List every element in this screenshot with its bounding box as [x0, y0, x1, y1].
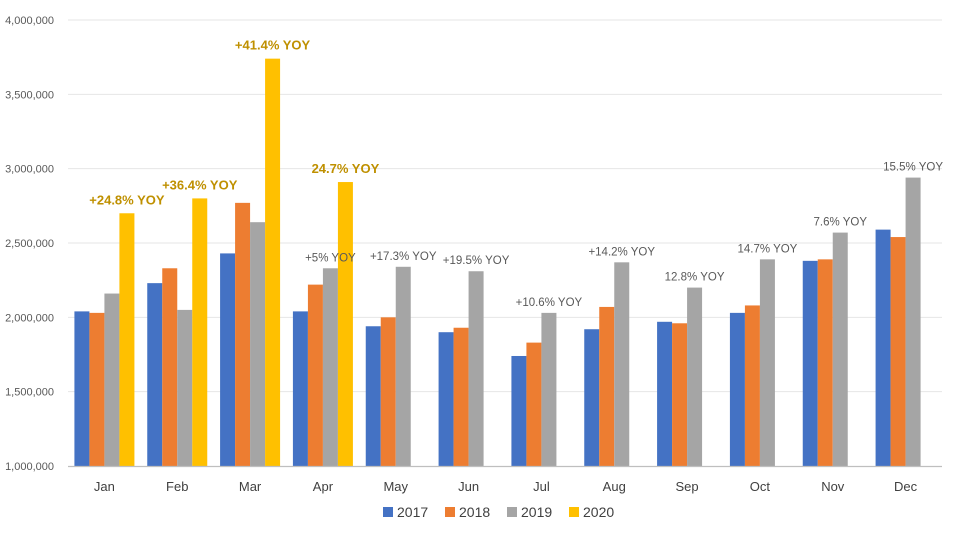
- y-tick-label: 4,000,000: [5, 15, 54, 27]
- y-tick-label: 2,000,000: [5, 312, 54, 324]
- bar-2018-nov: [817, 259, 833, 466]
- bar-2017-jul: [511, 355, 527, 466]
- x-tick-label: Feb: [166, 479, 188, 494]
- x-tick-label: May: [383, 479, 408, 494]
- bar-2019-may: [395, 266, 411, 466]
- legend: 2017 2018 2019 2020: [383, 504, 614, 520]
- data-label-aug: +14.2% YOY: [588, 246, 655, 258]
- data-label-nov: 7.6% YOY: [814, 217, 868, 229]
- bar-2018-dec: [890, 237, 906, 466]
- y-tick-label: 3,500,000: [5, 89, 54, 101]
- y-tick-label: 1,000,000: [5, 461, 54, 473]
- x-tick-label: Apr: [313, 479, 334, 494]
- bar-2019-nov: [832, 232, 848, 466]
- bar-2017-dec: [875, 229, 891, 466]
- legend-swatch-2020: [569, 507, 579, 517]
- bar-2019-aug: [614, 262, 630, 466]
- x-tick-label: Oct: [750, 479, 771, 494]
- x-tick-label: Dec: [894, 479, 918, 494]
- data-label-jul: +10.6% YOY: [516, 297, 583, 309]
- x-tick-label: Jul: [533, 479, 550, 494]
- bar-2018-aug: [599, 306, 615, 466]
- y-axis-ticks: 1,000,000 1,500,000 2,000,000 2,500,000 3,00…: [5, 15, 54, 473]
- bar-2019-jan: [104, 293, 120, 466]
- bar-2018-sep: [672, 323, 688, 466]
- data-label-apr: +5% YOY: [305, 252, 356, 264]
- bar-2019-jun: [468, 271, 484, 466]
- bar-2020-feb: [192, 198, 208, 466]
- y-tick-label: 3,000,000: [5, 164, 54, 176]
- data-label-dec: 15.5% YOY: [883, 162, 943, 174]
- bar-2019-jul: [541, 312, 557, 466]
- bar-2019-dec: [905, 177, 921, 466]
- legend-label-2019: 2019: [521, 504, 552, 520]
- x-axis-labels: Jan Feb Mar Apr May Jun Jul Aug Sep Oct Nov Dec: [94, 479, 918, 494]
- bar-2018-feb: [162, 268, 178, 466]
- bar-2020-apr: [337, 182, 353, 466]
- y-tick-label: 2,500,000: [5, 238, 54, 250]
- legend-swatch-2019: [507, 507, 517, 517]
- bar-2017-may: [365, 326, 381, 466]
- bar-2018-jul: [526, 342, 542, 466]
- legend-label-2020: 2020: [583, 504, 614, 520]
- legend-swatch-2017: [383, 507, 393, 517]
- data-label-sep: 12.8% YOY: [665, 272, 725, 284]
- bar-2017-apr: [292, 311, 308, 466]
- gridlines: [68, 19, 942, 393]
- data-label-oct: 14.7% YOY: [737, 243, 797, 255]
- x-tick-label: Mar: [239, 479, 262, 494]
- data-label-mar: +41.4% YOY: [235, 38, 311, 53]
- bar-2020-jan: [119, 213, 135, 466]
- bar-2018-jun: [453, 327, 469, 466]
- bar-2019-sep: [687, 287, 703, 466]
- x-tick-label: Aug: [603, 479, 626, 494]
- bar-2018-jan: [89, 312, 105, 466]
- legend-swatch-2018: [445, 507, 455, 517]
- x-tick-label: Sep: [676, 479, 699, 494]
- data-label-jun: +19.5% YOY: [443, 255, 510, 267]
- bar-2018-may: [380, 317, 396, 466]
- bar-2019-apr: [322, 268, 338, 466]
- bar-2019-oct: [759, 259, 775, 466]
- bar-2017-sep: [657, 321, 673, 466]
- bar-2020-mar: [265, 58, 281, 467]
- bar-2017-nov: [802, 260, 818, 466]
- data-label-apr: 24.7% YOY: [312, 161, 380, 176]
- bar-2017-feb: [147, 283, 163, 466]
- data-label-jan: +24.8% YOY: [89, 192, 165, 207]
- annotations: +24.8% YOY+36.4% YOY +41.4% YOY +5% YOY 24.…: [89, 38, 943, 309]
- legend-label-2018: 2018: [459, 504, 490, 520]
- data-label-feb: +36.4% YOY: [162, 177, 238, 192]
- x-tick-label: Nov: [821, 479, 845, 494]
- bar-2017-jan: [74, 311, 90, 466]
- bar-2019-mar: [250, 222, 266, 466]
- bar-2017-mar: [220, 253, 236, 466]
- bar-2017-aug: [584, 329, 600, 466]
- bars: [74, 58, 921, 467]
- bar-2018-mar: [235, 202, 251, 467]
- x-tick-label: Jan: [94, 479, 115, 494]
- legend-label-2017: 2017: [397, 504, 428, 520]
- bar-2017-jun: [438, 332, 454, 466]
- bar-2019-feb: [177, 309, 193, 466]
- bar-2017-oct: [729, 312, 745, 466]
- data-label-may: +17.3% YOY: [370, 251, 437, 263]
- bar-2018-oct: [744, 305, 760, 466]
- y-tick-label: 1,500,000: [5, 387, 54, 399]
- x-tick-label: Jun: [458, 479, 479, 494]
- bar-2018-apr: [307, 284, 323, 466]
